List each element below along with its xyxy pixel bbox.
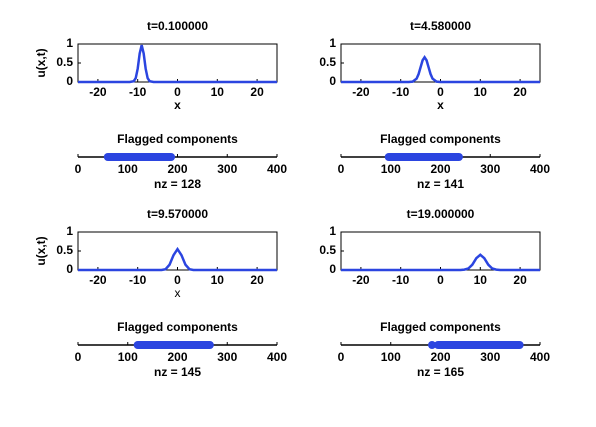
x-tick-label: -20 [89, 85, 107, 99]
x-tick-label: 100 [118, 350, 138, 364]
x-tick-label: 100 [381, 162, 401, 176]
x-tick-label: 0 [338, 350, 345, 364]
y-tick-label: 0 [66, 262, 73, 276]
curve [341, 253, 540, 272]
x-tick-label: 300 [480, 350, 500, 364]
nz-label: nz = 145 [154, 365, 201, 379]
x-tick-label: 20 [513, 273, 527, 287]
x-tick-label: 0 [75, 350, 82, 364]
y-axis-label: u(x,t) [34, 236, 48, 265]
x-tick-label: 300 [217, 162, 237, 176]
panel-title: Flagged components [117, 132, 238, 146]
x-tick-label: -20 [352, 273, 370, 287]
panel-title: Flagged components [117, 320, 238, 334]
curve [78, 44, 277, 84]
y-tick-label: 0.5 [56, 243, 73, 257]
panel-title: t=9.570000 [147, 207, 208, 221]
x-tick-label: 0 [338, 162, 345, 176]
x-tick-label: 10 [474, 85, 488, 99]
y-axis-label: u(x,t) [34, 48, 48, 77]
x-tick-label: 0 [437, 273, 444, 287]
panel-title: t=4.580000 [410, 19, 471, 33]
panel-title: t=0.100000 [147, 19, 208, 33]
x-tick-label: 0 [75, 162, 82, 176]
x-tick-label: 400 [267, 162, 287, 176]
x-tick-label: -10 [129, 273, 147, 287]
x-tick-label: 200 [167, 350, 187, 364]
x-tick-label: 200 [167, 162, 187, 176]
curve [78, 246, 277, 272]
panel-title: Flagged components [380, 132, 501, 146]
x-tick-label: 0 [174, 85, 181, 99]
axes-box [340, 231, 541, 271]
x-axis-label: x [174, 98, 181, 112]
x-tick-label: 20 [513, 85, 527, 99]
x-tick-label: 20 [250, 85, 264, 99]
curve [341, 55, 540, 84]
x-tick-label: 10 [211, 85, 225, 99]
y-tick-label: 1 [329, 224, 336, 238]
x-tick-label: 400 [530, 350, 550, 364]
y-tick-label: 0.5 [319, 243, 336, 257]
y-tick-label: 0 [329, 262, 336, 276]
x-tick-label: 10 [211, 273, 225, 287]
x-tick-label: 20 [250, 273, 264, 287]
y-tick-label: 1 [66, 36, 73, 50]
x-tick-label: 200 [430, 350, 450, 364]
x-tick-label: 300 [217, 350, 237, 364]
flag-point [428, 341, 437, 349]
x-tick-label: 200 [430, 162, 450, 176]
x-tick-label: -10 [392, 273, 410, 287]
x-tick-label: 100 [118, 162, 138, 176]
x-axis-label: x [437, 98, 444, 112]
y-tick-label: 0 [66, 74, 73, 88]
y-tick-label: 0.5 [56, 55, 73, 69]
x-tick-label: -10 [392, 85, 410, 99]
y-tick-label: 1 [329, 36, 336, 50]
x-tick-label: 10 [474, 273, 488, 287]
nz-label: nz = 165 [417, 365, 464, 379]
axes-box [340, 43, 541, 83]
nz-label: nz = 141 [417, 177, 464, 191]
axes-box [77, 43, 278, 83]
x-tick-label: -10 [129, 85, 147, 99]
x-axis-label: x [175, 286, 181, 300]
x-tick-label: 300 [480, 162, 500, 176]
y-tick-label: 1 [66, 224, 73, 238]
x-tick-label: 400 [530, 162, 550, 176]
x-tick-label: 100 [381, 350, 401, 364]
x-tick-label: -20 [89, 273, 107, 287]
y-tick-label: 0 [329, 74, 336, 88]
x-tick-label: 400 [267, 350, 287, 364]
y-tick-label: 0.5 [319, 55, 336, 69]
panel-title: t=19.000000 [407, 207, 475, 221]
panel-title: Flagged components [380, 320, 501, 334]
x-tick-label: 0 [437, 85, 444, 99]
x-tick-label: -20 [352, 85, 370, 99]
x-tick-label: 0 [174, 273, 181, 287]
nz-label: nz = 128 [154, 177, 201, 191]
